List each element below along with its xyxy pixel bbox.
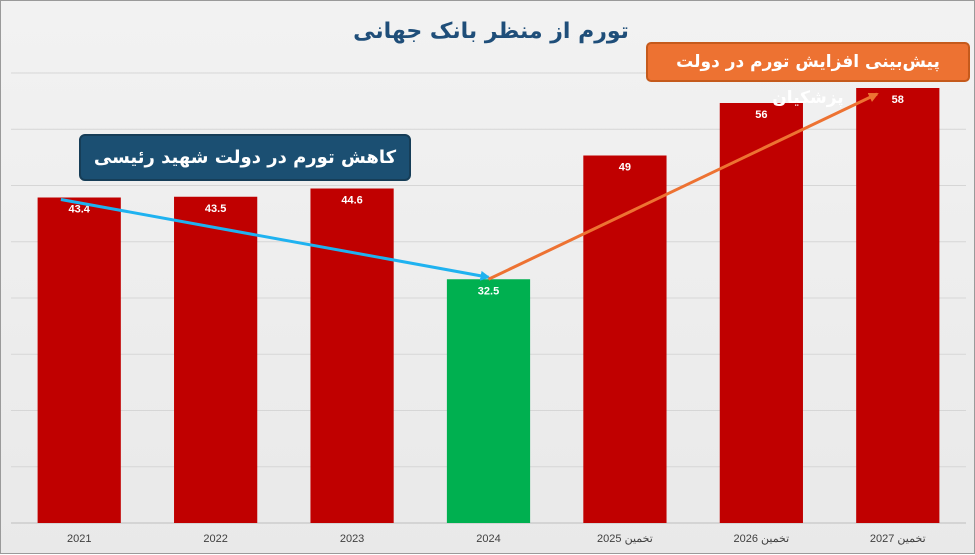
decrease-callout-label: کاهش تورم در دولت شهید رئیسی — [93, 147, 397, 168]
trend-arrows — [60, 92, 879, 281]
bar — [174, 196, 258, 523]
bar — [719, 103, 803, 523]
bar — [856, 88, 940, 523]
bars — [37, 88, 940, 523]
decrease-trend-arrow — [60, 198, 491, 281]
bar-value-label: 32.5 — [478, 285, 499, 297]
bar-value-label: 44.6 — [341, 195, 362, 207]
x-axis-ticks: 2021 2022 2023 2024 تخمین 2025 تخمین 2026 تخمی… — [67, 533, 926, 545]
increase-trend-arrow — [487, 92, 879, 281]
bar — [310, 188, 394, 523]
x-tick-label: 2024 — [476, 533, 500, 545]
x-tick-label: تخمین 2027 — [870, 533, 926, 545]
x-tick-label: تخمین 2026 — [733, 533, 789, 545]
decrease-callout: کاهش تورم در دولت شهید رئیسی — [79, 134, 411, 181]
bar-value-label: 43.4 — [69, 204, 91, 216]
bar — [37, 197, 121, 523]
x-tick-label: تخمین 2025 — [597, 533, 653, 545]
bar-value-label: 49 — [619, 162, 631, 174]
chart-title: تورم از منظر بانک جهانی — [353, 19, 629, 44]
increase-callout: پیش‌بینی افزایش تورم در دولت پزشکیان — [646, 42, 970, 108]
bar-value-label: 58 — [892, 94, 904, 106]
data-labels: 43.4 43.5 44.6 32.5 49 56 58 — [69, 94, 904, 297]
x-tick-label: 2021 — [67, 533, 91, 545]
x-tick-label: 2022 — [203, 533, 227, 545]
x-tick-label: 2023 — [340, 533, 364, 545]
increase-callout-label: پیش‌بینی افزایش تورم در دولت پزشکیان — [676, 52, 940, 108]
bar — [446, 279, 531, 523]
bar — [583, 155, 667, 523]
bar-value-label: 43.5 — [205, 203, 226, 215]
bar-value-label: 56 — [755, 109, 767, 121]
